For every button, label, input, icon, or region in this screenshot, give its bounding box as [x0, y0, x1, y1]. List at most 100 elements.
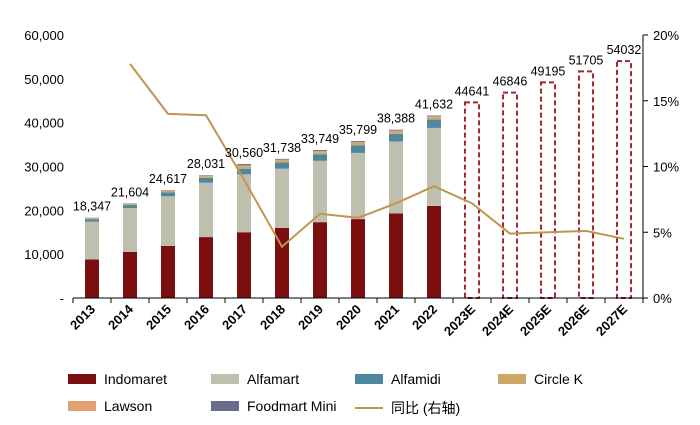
bar-alfamart-2020: [351, 152, 365, 220]
bar-foodmart-mini-2018: [275, 158, 289, 160]
bar-lawson-2015: [161, 190, 175, 192]
bar-circle-k-2014: [123, 203, 137, 206]
forecast-bar-2024E: [502, 91, 518, 299]
left-axis-tick-label: 50,000: [24, 72, 64, 87]
total-label-2020: 35,799: [339, 123, 377, 137]
left-axis-tick-label: 40,000: [24, 116, 64, 131]
x-tick-label-2014: 2014: [105, 301, 137, 333]
right-axis-tick-label: 20%: [653, 28, 679, 43]
bar-indomaret-2021: [389, 213, 403, 298]
bar-foodmart-mini-2021: [389, 129, 403, 131]
bar-lawson-2020: [351, 142, 365, 144]
bar-alfamidi-2016: [199, 177, 213, 183]
bar-indomaret-2022: [427, 205, 441, 298]
bar-alfamidi-2018: [275, 162, 289, 169]
bar-alfamart-2017: [237, 174, 251, 233]
x-tick-label-2016: 2016: [181, 302, 212, 333]
bar-indomaret-2015: [161, 245, 175, 298]
bar-foodmart-mini-2022: [427, 115, 441, 117]
total-label-2013: 18,347: [73, 200, 111, 214]
x-tick-label-2015: 2015: [143, 302, 174, 333]
bar-lawson-2016: [199, 175, 213, 177]
bar-circle-k-2021: [389, 132, 403, 135]
bar-indomaret-2014: [123, 251, 137, 298]
bar-indomaret-2016: [199, 237, 213, 298]
bar-alfamidi-2014: [123, 205, 137, 209]
total-label-2027E: 54032: [607, 43, 642, 57]
growth-line-path: [129, 63, 625, 249]
bar-alfamart-2019: [313, 160, 327, 223]
total-label-2018: 31,738: [263, 141, 301, 155]
total-label-2019: 33,749: [301, 132, 339, 146]
growth-line: [129, 63, 625, 249]
x-tick-label-2027E: 2027E: [593, 301, 630, 338]
bar-alfamidi-2017: [237, 168, 251, 175]
bar-circle-k-2013: [85, 218, 99, 220]
bar-circle-k-2016: [199, 176, 213, 178]
total-label-2024E: 46846: [493, 75, 528, 89]
total-label-2016: 28,031: [187, 157, 225, 171]
bar-indomaret-2020: [351, 219, 365, 298]
total-label-2015: 24,617: [149, 172, 187, 186]
right-y-axis: 0% 5% 10% 15% 20%: [642, 28, 679, 306]
x-tick-label-2019: 2019: [295, 302, 326, 333]
forecast-bar-2026E: [578, 70, 594, 299]
bar-circle-k-2018: [275, 160, 289, 163]
right-axis-tick-label: 5%: [653, 225, 672, 240]
right-axis-tick-label: 10%: [653, 160, 679, 175]
x-tick-label-2023E: 2023E: [441, 301, 478, 338]
x-tick-label-2026E: 2026E: [555, 301, 592, 338]
bar-indomaret-2019: [313, 222, 327, 298]
bar-alfamart-2021: [389, 141, 403, 214]
forecast-bar-2025E: [540, 81, 556, 299]
x-tick-label-2024E: 2024E: [479, 301, 516, 338]
total-label-2014: 21,604: [111, 185, 149, 199]
bar-lawson-2021: [389, 130, 403, 133]
x-tick-label-2013: 2013: [67, 302, 98, 333]
total-label-2025E: 49195: [531, 64, 566, 78]
x-tick-label-2025E: 2025E: [517, 301, 554, 338]
bar-lawson-2019: [313, 151, 327, 153]
bar-alfamidi-2022: [427, 119, 441, 128]
bar-foodmart-mini-2020: [351, 141, 365, 143]
bar-foodmart-mini-2019: [313, 150, 327, 152]
bar-indomaret-2018: [275, 227, 289, 298]
total-label-2026E: 51705: [569, 53, 604, 67]
bar-lawson-2022: [427, 116, 441, 118]
left-axis-tick-label: 10,000: [24, 247, 64, 262]
bar-series: [85, 115, 441, 298]
bar-lawson-2018: [275, 159, 289, 161]
bar-alfamart-2016: [199, 182, 213, 238]
left-axis-tick-label: 60,000: [24, 28, 64, 43]
bar-circle-k-2015: [161, 191, 175, 193]
bar-circle-k-2020: [351, 143, 365, 146]
bar-alfamidi-2019: [313, 154, 327, 161]
total-label-2023E: 44641: [455, 84, 490, 98]
bar-alfamart-2015: [161, 196, 175, 246]
x-tick-label-2021: 2021: [371, 302, 402, 333]
x-tick-label-2017: 2017: [219, 302, 250, 333]
right-axis-tick-label: 15%: [653, 94, 679, 109]
left-y-axis: - 10,000 20,000 30,000 40,000 50,000 60,000: [24, 28, 64, 306]
left-axis-tick-label: -: [60, 291, 64, 306]
bar-alfamidi-2013: [85, 219, 99, 222]
bar-alfamart-2018: [275, 168, 289, 228]
x-tick-label-2022: 2022: [409, 302, 440, 333]
x-tick-label-2020: 2020: [333, 302, 364, 333]
bar-circle-k-2022: [427, 117, 441, 120]
total-label-2021: 38,388: [377, 112, 415, 126]
x-tick-label-2018: 2018: [257, 302, 288, 333]
bar-indomaret-2017: [237, 232, 251, 298]
bar-foodmart-mini-2017: [237, 164, 251, 166]
bar-alfamidi-2020: [351, 145, 365, 153]
bar-lawson-2017: [237, 165, 251, 167]
forecast-bar-2027E: [616, 60, 632, 300]
bar-alfamart-2022: [427, 127, 441, 206]
total-label-2017: 30,560: [225, 146, 263, 160]
x-axis: 2013 2014 2015 2016 2017 2018 2019 2020 2021 2022…: [67, 297, 644, 339]
bar-circle-k-2017: [237, 166, 251, 169]
total-label-2022: 41,632: [415, 98, 453, 112]
bar-alfamidi-2015: [161, 192, 175, 197]
